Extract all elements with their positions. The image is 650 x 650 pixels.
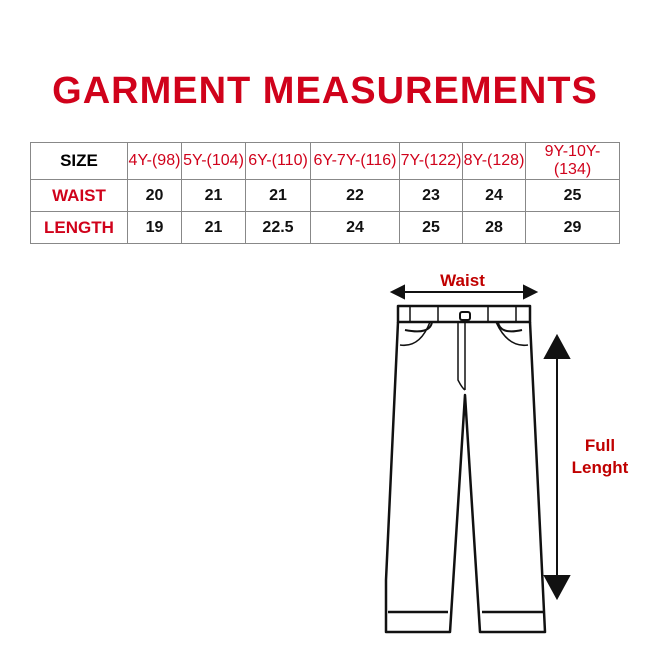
size-header: 8Y-(128) xyxy=(462,142,526,180)
waist-cell: 22 xyxy=(310,179,400,212)
table-row: LENGTH 19 21 22.5 24 25 28 29 xyxy=(30,211,620,244)
size-header: 4Y-(98) xyxy=(127,142,182,180)
length-label-line2: Lenght xyxy=(571,458,629,477)
size-header: 9Y-10Y-(134) xyxy=(525,142,620,180)
size-header: 5Y-(104) xyxy=(181,142,246,180)
length-cell: 21 xyxy=(181,211,246,244)
row-label-waist: WAIST xyxy=(30,179,128,212)
measurement-table: SIZE 4Y-(98) 5Y-(104) 6Y-(110) 6Y-7Y-(11… xyxy=(30,142,620,244)
length-cell: 28 xyxy=(462,211,526,244)
length-cell: 19 xyxy=(127,211,182,244)
length-cell: 25 xyxy=(399,211,463,244)
page-title: GARMENT MEASUREMENTS xyxy=(52,70,598,112)
pants-icon xyxy=(384,304,547,634)
length-arrow xyxy=(543,333,571,601)
size-header: 7Y-(122) xyxy=(399,142,463,180)
waist-arrow xyxy=(389,284,539,300)
row-label-length: LENGTH xyxy=(30,211,128,244)
length-label-line1: Full xyxy=(584,436,616,455)
waist-cell: 24 xyxy=(462,179,526,212)
size-header: 6Y-7Y-(116) xyxy=(310,142,400,180)
table-row: SIZE 4Y-(98) 5Y-(104) 6Y-(110) 6Y-7Y-(11… xyxy=(30,142,620,180)
row-label-size: SIZE xyxy=(30,142,128,180)
length-cell: 24 xyxy=(310,211,400,244)
length-cell: 29 xyxy=(525,211,620,244)
waist-label: Waist xyxy=(440,271,485,290)
